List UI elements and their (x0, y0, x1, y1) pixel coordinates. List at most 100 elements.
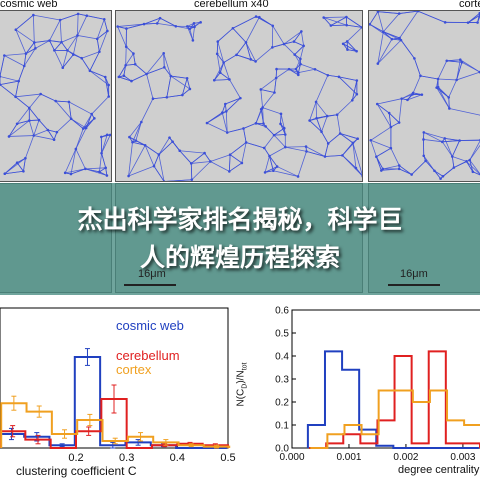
network-node (128, 135, 131, 139)
network-edge (170, 75, 188, 79)
network-node (209, 160, 212, 163)
network-node (447, 96, 450, 99)
network-node (329, 24, 333, 27)
network-node (436, 85, 440, 89)
network-edge (77, 15, 88, 36)
network-edge (414, 58, 421, 76)
network-node (433, 169, 436, 173)
network-edge (23, 48, 36, 67)
network-node (124, 45, 128, 49)
network-edge (273, 170, 299, 177)
network-node (441, 140, 444, 144)
network-edge (309, 120, 322, 133)
network-edge (383, 31, 393, 40)
network-node (48, 39, 51, 42)
network-edge (75, 127, 87, 150)
network-edge (64, 148, 77, 174)
network-edge (49, 40, 62, 43)
network-edge (82, 113, 93, 129)
network-edge (125, 63, 136, 66)
network-node (158, 16, 162, 20)
network-edge (441, 141, 453, 157)
network-node (145, 72, 148, 76)
network-node (163, 66, 166, 69)
legend-cortex: cortex (116, 362, 152, 377)
network-edge (342, 142, 354, 156)
network-edge (118, 65, 127, 78)
network-node (151, 97, 155, 101)
network-edge (146, 73, 154, 99)
network-edge (446, 60, 462, 63)
network-node (422, 131, 426, 134)
network-node (354, 166, 358, 170)
network-node (178, 149, 182, 153)
network-edge (232, 27, 247, 43)
network-edge (293, 31, 302, 42)
network-edge (96, 30, 108, 40)
network-node (117, 75, 121, 79)
network-edge (338, 76, 358, 95)
network-edge (243, 128, 247, 143)
x-tick-label: 0.003 (450, 452, 475, 463)
network-edge (125, 46, 134, 54)
network-edge (85, 167, 106, 170)
network-node (22, 169, 25, 173)
network-edge (165, 179, 192, 181)
network-edge (186, 78, 191, 90)
network-edge (469, 144, 480, 161)
network-node (424, 159, 427, 163)
network-edge (221, 112, 228, 133)
network-edge (153, 165, 165, 181)
network-edge (191, 161, 211, 181)
network-edge (99, 171, 108, 176)
network-node (32, 13, 35, 17)
network-node (274, 76, 278, 80)
y-axis-label-part-2: )/N (235, 370, 247, 384)
network-edge (346, 24, 362, 28)
network-edge (166, 94, 183, 98)
network-edge (401, 92, 414, 100)
network-edge (452, 156, 467, 162)
network-edge (336, 114, 341, 134)
network-edge (227, 128, 244, 133)
histogram-cortex (310, 389, 480, 449)
scale-bar-middle (124, 284, 176, 286)
network-node (341, 154, 344, 157)
network-node (116, 25, 119, 28)
network-edge (298, 68, 316, 74)
network-edge (306, 151, 326, 157)
network-node (450, 155, 454, 158)
network-edge (469, 140, 480, 161)
x-tick-label: 0.000 (279, 452, 304, 463)
scale-label-right: 16μm (400, 268, 428, 280)
network-edge (4, 55, 25, 67)
y-axis-label-part-1: N(C (235, 388, 247, 407)
network-edge (293, 41, 304, 47)
network-node (215, 52, 219, 56)
network-edge (255, 108, 262, 124)
network-edge (99, 30, 108, 52)
network-edge (217, 27, 234, 42)
network-edge (135, 121, 142, 141)
network-node (355, 92, 359, 96)
network-edge (101, 134, 108, 154)
network-edge (77, 13, 79, 36)
network-edge (15, 14, 34, 31)
network-node (448, 107, 451, 110)
network-edge (133, 53, 136, 65)
network-edge (273, 134, 286, 148)
network-edge (376, 156, 384, 170)
network-node (220, 111, 224, 114)
network-overlay-cosmic-web (0, 12, 111, 177)
network-node (190, 178, 194, 181)
network-node (107, 83, 110, 87)
network-node (369, 23, 372, 26)
network-edge (126, 23, 145, 29)
network-edge (125, 53, 134, 66)
network-edge (347, 49, 357, 52)
network-edge (61, 35, 78, 43)
network-node (39, 92, 42, 96)
network-edge (175, 25, 190, 30)
network-node (445, 59, 449, 63)
network-edge (61, 41, 68, 51)
